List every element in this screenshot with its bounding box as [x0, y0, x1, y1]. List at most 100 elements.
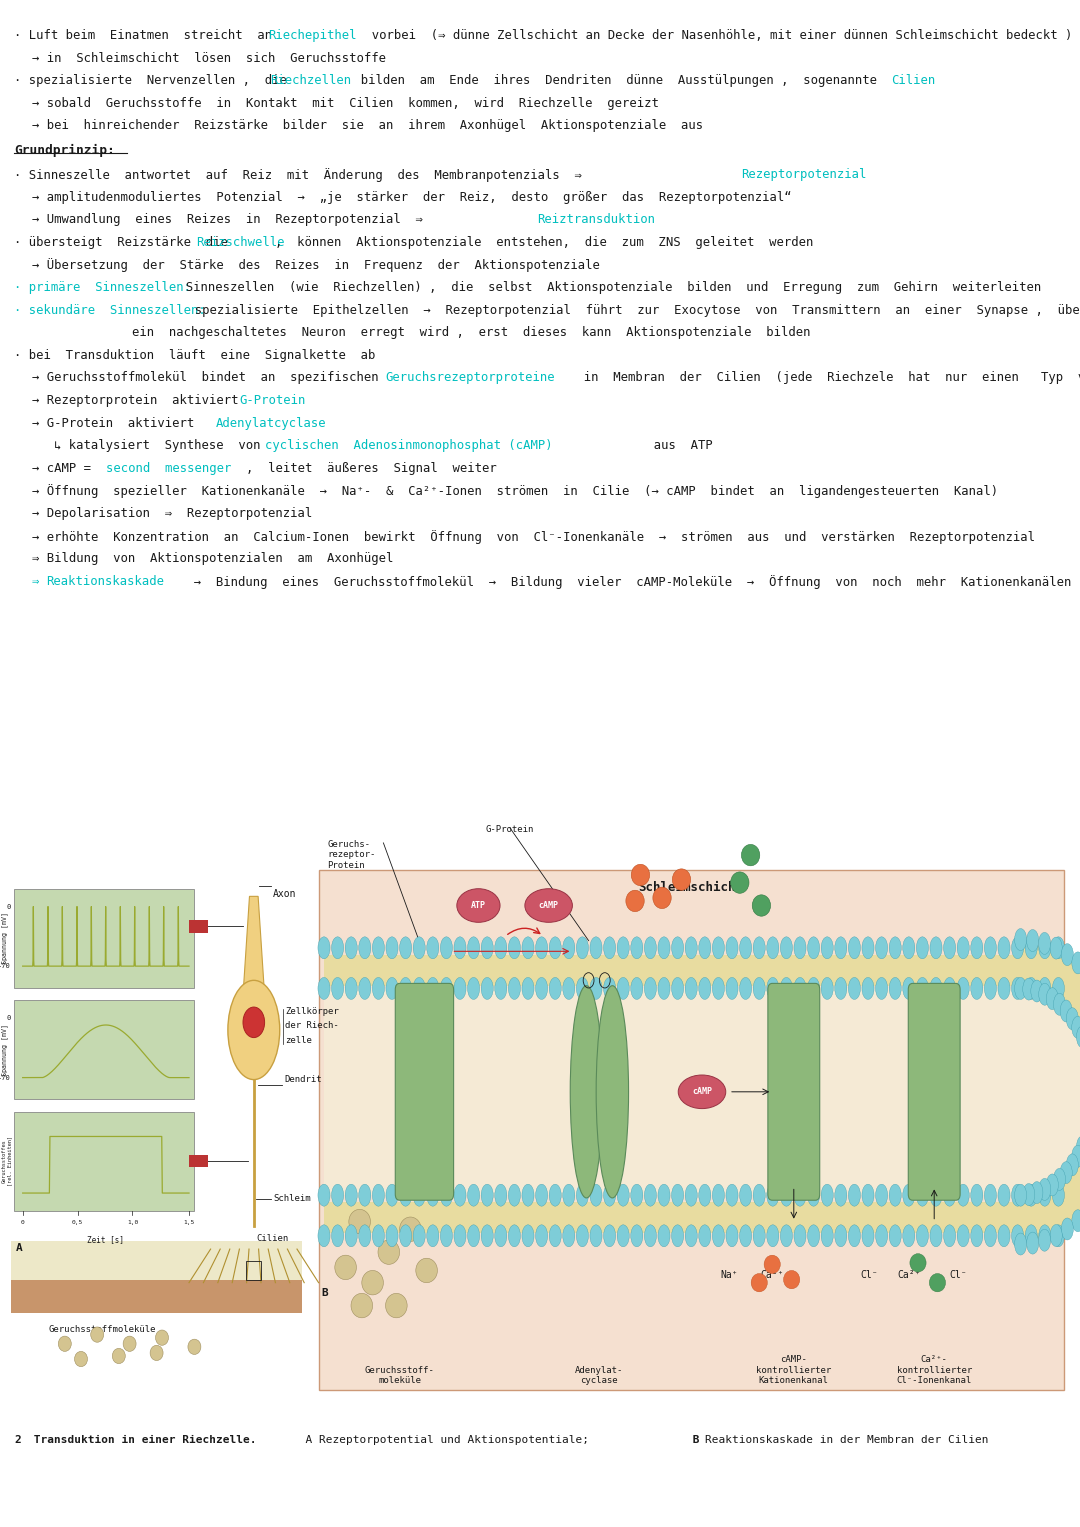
Ellipse shape [984, 936, 997, 959]
Ellipse shape [1071, 951, 1080, 974]
Bar [324, 1202, 1058, 1234]
Ellipse shape [378, 1240, 400, 1264]
Ellipse shape [563, 1185, 575, 1206]
Text: Cilien: Cilien [256, 1234, 288, 1243]
Ellipse shape [188, 1339, 201, 1354]
Text: → bei  hinreichender  Reizstärke  bilder  sie  an  ihrem  Axonhügel  Aktionspote: → bei hinreichender Reizstärke bilder si… [32, 119, 703, 133]
Ellipse shape [332, 1225, 343, 1246]
Ellipse shape [685, 1185, 698, 1206]
Ellipse shape [414, 1185, 426, 1206]
Ellipse shape [400, 1217, 421, 1241]
Text: · primäre  Sinneszellen:: · primäre Sinneszellen: [14, 281, 191, 295]
Ellipse shape [998, 1225, 1010, 1246]
Ellipse shape [400, 1225, 411, 1246]
Ellipse shape [957, 1225, 969, 1246]
Ellipse shape [509, 1185, 521, 1206]
Ellipse shape [672, 869, 691, 890]
Ellipse shape [998, 1185, 1010, 1206]
Ellipse shape [427, 1225, 438, 1246]
Ellipse shape [349, 1209, 370, 1234]
Text: cAMP: cAMP [692, 1087, 712, 1096]
Ellipse shape [482, 936, 494, 959]
Ellipse shape [767, 936, 779, 959]
Ellipse shape [243, 1008, 265, 1038]
Ellipse shape [427, 936, 438, 959]
Text: Cl⁻: Cl⁻ [861, 1270, 878, 1281]
Ellipse shape [495, 1185, 507, 1206]
Text: cAMP: cAMP [539, 901, 558, 910]
Text: 1,0: 1,0 [126, 1220, 138, 1225]
Ellipse shape [699, 1185, 711, 1206]
Text: B: B [322, 1287, 328, 1298]
Ellipse shape [1077, 1136, 1080, 1157]
Ellipse shape [454, 1185, 467, 1206]
Ellipse shape [318, 1185, 330, 1206]
Ellipse shape [563, 977, 575, 1000]
Text: 1,5: 1,5 [184, 1220, 194, 1225]
Text: → cAMP =: → cAMP = [32, 461, 98, 475]
Ellipse shape [889, 936, 901, 959]
Text: Reaktionskaskade in der Membran der Cilien: Reaktionskaskade in der Membran der Cili… [705, 1435, 989, 1446]
Ellipse shape [794, 977, 806, 1000]
Ellipse shape [427, 1185, 438, 1206]
Text: G-Protein: G-Protein [240, 394, 306, 408]
Ellipse shape [1027, 1232, 1039, 1254]
Ellipse shape [441, 1225, 453, 1246]
Text: Konzentration des
Geruchsstoffes
[rel. Einheiten]: Konzentration des Geruchsstoffes [rel. E… [0, 1135, 13, 1188]
Ellipse shape [835, 936, 847, 959]
Text: → Übersetzung  der  Stärke  des  Reizes  in  Frequenz  der  Aktionspotenziale: → Übersetzung der Stärke des Reizes in F… [32, 258, 600, 272]
Ellipse shape [781, 1225, 793, 1246]
Ellipse shape [1023, 1183, 1035, 1205]
Ellipse shape [454, 977, 467, 1000]
Text: Axon: Axon [273, 889, 297, 899]
Text: Spannung [mV]: Spannung [mV] [1, 1023, 8, 1077]
Ellipse shape [930, 936, 942, 959]
Ellipse shape [752, 1274, 767, 1292]
Ellipse shape [645, 936, 657, 959]
Ellipse shape [1014, 1234, 1027, 1255]
Ellipse shape [495, 936, 507, 959]
Ellipse shape [903, 936, 915, 959]
Text: Zeit [s]: Zeit [s] [87, 1235, 124, 1245]
Ellipse shape [1039, 983, 1051, 1005]
Ellipse shape [821, 977, 834, 1000]
Ellipse shape [91, 1327, 104, 1342]
Text: → Umwandlung  eines  Reizes  in  Rezeptorpotenzial  ⇒: → Umwandlung eines Reizes in Rezeptorpot… [32, 214, 431, 226]
Ellipse shape [658, 1185, 670, 1206]
Ellipse shape [658, 977, 670, 1000]
Ellipse shape [1030, 1182, 1043, 1203]
Ellipse shape [457, 889, 500, 922]
Ellipse shape [1025, 977, 1037, 1000]
Text: ein  nachgeschaltetes  Neuron  erregt  wird ,  erst  dieses  kann  Aktionspotenz: ein nachgeschaltetes Neuron erregt wird … [14, 327, 810, 339]
Ellipse shape [1039, 1185, 1051, 1206]
Ellipse shape [957, 936, 969, 959]
Ellipse shape [849, 936, 861, 959]
Ellipse shape [386, 1225, 399, 1246]
FancyBboxPatch shape [395, 983, 454, 1200]
Text: 2: 2 [14, 1435, 21, 1446]
Ellipse shape [753, 936, 766, 959]
Text: → sobald  Geruchsstoffe  in  Kontakt  mit  Cilien  kommen,  wird  Riechzelle  ge: → sobald Geruchsstoffe in Kontakt mit Ci… [32, 96, 659, 110]
Ellipse shape [604, 1225, 616, 1246]
Ellipse shape [740, 936, 752, 959]
Text: Geruchs-
rezeptor-
Protein: Geruchs- rezeptor- Protein [327, 840, 376, 870]
Bar [246, 1261, 261, 1280]
Ellipse shape [495, 1225, 507, 1246]
Ellipse shape [577, 977, 589, 1000]
Ellipse shape [903, 977, 915, 1000]
Ellipse shape [930, 977, 942, 1000]
Ellipse shape [570, 986, 603, 1197]
Ellipse shape [944, 977, 956, 1000]
Ellipse shape [645, 1225, 657, 1246]
Ellipse shape [373, 936, 384, 959]
Ellipse shape [910, 1254, 927, 1272]
Ellipse shape [441, 1185, 453, 1206]
Ellipse shape [1025, 936, 1037, 959]
Text: B: B [686, 1435, 706, 1446]
Ellipse shape [400, 1185, 411, 1206]
Ellipse shape [903, 1225, 915, 1246]
Ellipse shape [740, 1225, 752, 1246]
Ellipse shape [726, 977, 738, 1000]
Ellipse shape [1053, 993, 1066, 1015]
Ellipse shape [332, 977, 343, 1000]
